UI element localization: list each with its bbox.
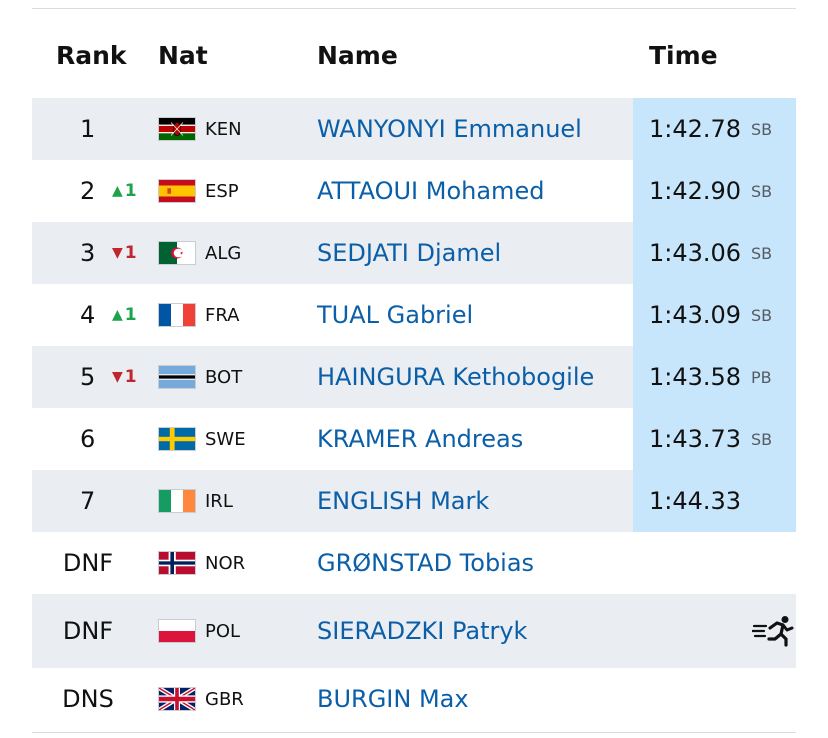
arrow-down-icon: ▼ <box>112 245 123 261</box>
position-change-up: ▲ 1 <box>112 160 137 222</box>
results-table: 1 KEN WANYONYI Emmanuel 1:42.78 SB 2 ▲ 1 <box>32 98 796 730</box>
athlete-name-link[interactable]: KRAMER Andreas <box>317 425 524 453</box>
table-row: DNS GBR BURGIN Max <box>32 668 796 730</box>
position-change-down: ▼ 1 <box>112 346 137 408</box>
ireland-flag-icon <box>158 489 196 513</box>
table-row: DNF POL SIERADZKI Patryk <box>32 594 796 668</box>
nat-code: GBR <box>205 688 244 710</box>
result-time: 1:43.09 <box>649 301 742 329</box>
time-cell: 1:43.73 SB <box>633 408 796 470</box>
position-change-value: 1 <box>124 243 137 263</box>
nat-code: KEN <box>205 118 242 140</box>
position-change-value: 1 <box>124 305 137 325</box>
poland-flag-icon <box>158 619 196 643</box>
arrow-down-icon: ▼ <box>112 369 123 385</box>
position-change-value: 1 <box>124 181 137 201</box>
header-time: Time <box>649 41 718 70</box>
athlete-name-link[interactable]: SEDJATI Djamel <box>317 239 502 267</box>
rank: DNF <box>62 617 114 645</box>
header-nat: Nat <box>158 41 208 70</box>
rank: DNF <box>62 549 114 577</box>
athlete-name-link[interactable]: SIERADZKI Patryk <box>317 617 528 645</box>
header-name: Name <box>317 41 398 70</box>
time-cell: 1:42.78 SB <box>633 98 796 160</box>
athlete-name-link[interactable]: BURGIN Max <box>317 685 469 713</box>
table-row: 6 SWE KRAMER Andreas 1:43.73 SB <box>32 408 796 470</box>
rank: 4 <box>80 301 96 329</box>
nat-code: FRA <box>205 304 240 326</box>
position-change-value: 1 <box>124 367 137 387</box>
time-cell: 1:43.06 SB <box>633 222 796 284</box>
athlete-name-link[interactable]: TUAL Gabriel <box>317 301 474 329</box>
kenya-flag-icon <box>158 117 196 141</box>
nat-code: POL <box>205 620 241 642</box>
record-badge: SB <box>751 119 773 139</box>
table-row: 3 ▼ 1 ALG SEDJATI Djamel 1:43.06 SB <box>32 222 796 284</box>
table-row: 1 KEN WANYONYI Emmanuel 1:42.78 SB <box>32 98 796 160</box>
table-row: 4 ▲ 1 FRA TUAL Gabriel 1:43.09 SB <box>32 284 796 346</box>
algeria-flag-icon <box>158 241 196 265</box>
spain-flag-icon <box>158 179 196 203</box>
rank: 2 <box>80 177 96 205</box>
rank: 3 <box>80 239 96 267</box>
table-row: 2 ▲ 1 ESP ATTAOUI Mohamed 1:42.90 SB <box>32 160 796 222</box>
nat-code: IRL <box>205 490 233 512</box>
nat-code: ESP <box>205 180 239 202</box>
table-header: Rank Nat Name Time <box>32 22 796 92</box>
table-row: 5 ▼ 1 BOT HAINGURA Kethobogile 1:43.58 PB <box>32 346 796 408</box>
arrow-up-icon: ▲ <box>112 307 123 323</box>
position-change-down: ▼ 1 <box>112 222 137 284</box>
sweden-flag-icon <box>158 427 196 451</box>
top-divider <box>32 8 796 9</box>
record-badge: PB <box>751 367 772 387</box>
bottom-divider <box>32 732 796 733</box>
athlete-name-link[interactable]: WANYONYI Emmanuel <box>317 115 582 143</box>
nat-code: SWE <box>205 428 246 450</box>
nat-code: BOT <box>205 366 243 388</box>
table-row: 7 IRL ENGLISH Mark 1:44.33 <box>32 470 796 532</box>
record-badge: SB <box>751 305 773 325</box>
time-cell: 1:44.33 <box>633 470 796 532</box>
header-rank: Rank <box>56 41 127 70</box>
table-row: DNF NOR GRØNSTAD Tobias <box>32 532 796 594</box>
rank: 7 <box>80 487 96 515</box>
norway-flag-icon <box>158 551 196 575</box>
athlete-name-link[interactable]: ATTAOUI Mohamed <box>317 177 545 205</box>
time-cell: 1:42.90 SB <box>633 160 796 222</box>
rank: DNS <box>62 685 114 713</box>
nat-code: ALG <box>205 242 242 264</box>
record-badge: SB <box>751 243 773 263</box>
result-time: 1:43.58 <box>649 363 742 391</box>
result-time: 1:42.78 <box>649 115 742 143</box>
athlete-name-link[interactable]: HAINGURA Kethobogile <box>317 363 595 391</box>
time-cell: 1:43.58 PB <box>633 346 796 408</box>
rank: 6 <box>80 425 96 453</box>
botswana-flag-icon <box>158 365 196 389</box>
result-time: 1:43.06 <box>649 239 742 267</box>
rank: 1 <box>80 115 96 143</box>
uk-flag-icon <box>158 687 196 711</box>
result-time: 1:42.90 <box>649 177 742 205</box>
result-time: 1:44.33 <box>649 487 742 515</box>
athlete-name-link[interactable]: ENGLISH Mark <box>317 487 490 515</box>
rank: 5 <box>80 363 96 391</box>
result-time: 1:43.73 <box>649 425 742 453</box>
time-cell: 1:43.09 SB <box>633 284 796 346</box>
running-man-icon[interactable] <box>750 615 794 647</box>
record-badge: SB <box>751 429 773 449</box>
record-badge: SB <box>751 181 773 201</box>
france-flag-icon <box>158 303 196 327</box>
position-change-up: ▲ 1 <box>112 284 137 346</box>
athlete-name-link[interactable]: GRØNSTAD Tobias <box>317 549 535 577</box>
nat-code: NOR <box>205 552 246 574</box>
arrow-up-icon: ▲ <box>112 183 123 199</box>
